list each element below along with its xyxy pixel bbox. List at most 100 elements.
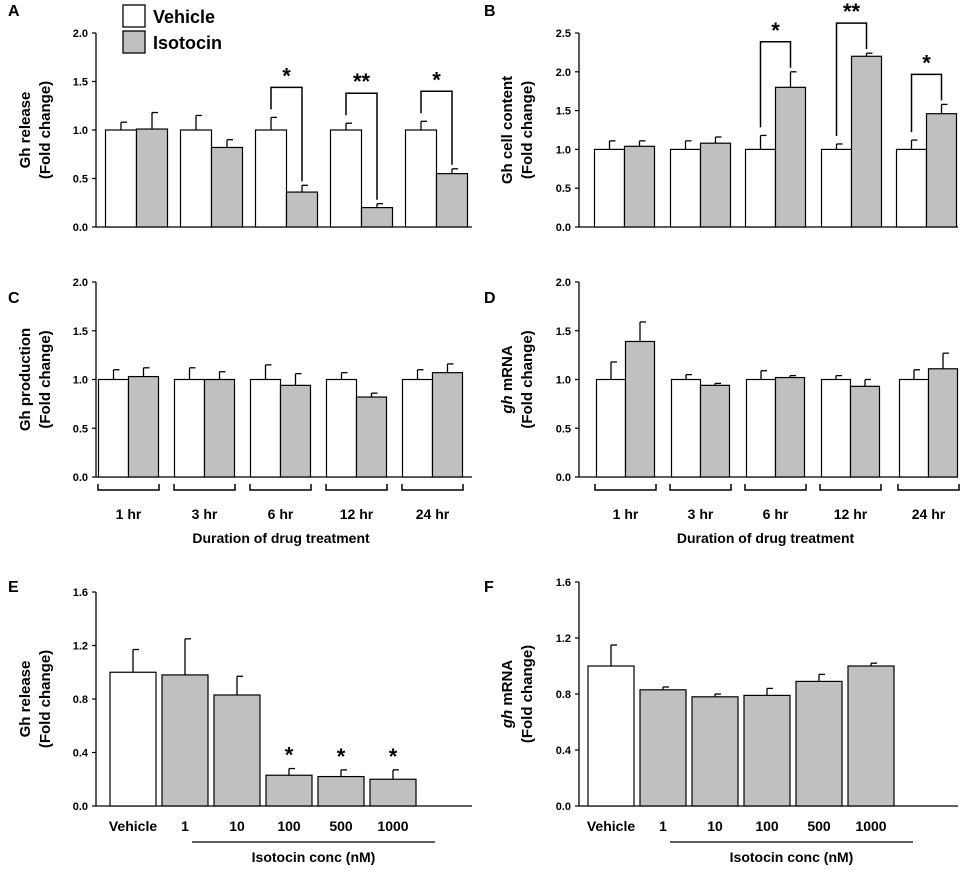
- y-tick-label-0-4: 0.4: [556, 745, 572, 757]
- legend-vehicle-swatch: [122, 4, 146, 28]
- y-tick-label-0-8: 0.8: [73, 694, 88, 706]
- bar-isotocin-12-hr: [850, 55, 883, 228]
- panel-f: F 0.0 0.4 0.8 1.2 1.6 gh mRNA (Fold change) Vehi…: [484, 577, 958, 865]
- y-axis-title: Gh release (Fold change): [17, 650, 54, 748]
- bar-vehicle-6-hr: [249, 378, 282, 478]
- y-tick-label-0-0: 0.0: [73, 801, 88, 813]
- panel-e-letter: E: [8, 579, 19, 596]
- y-tick-label-1-0: 1.0: [556, 375, 571, 387]
- significance-label-500: *: [337, 744, 346, 769]
- bar-1000: [369, 778, 417, 807]
- bar-isotocin-12-hr: [355, 396, 388, 478]
- y-tick-label-1-6: 1.6: [556, 577, 571, 589]
- bar-vehicle-24-hr: [898, 378, 930, 478]
- y-axis-title: gh mRNA (Fold change): [499, 330, 536, 428]
- y-tick-label-1-5: 1.5: [556, 326, 571, 338]
- category-label-24-hr: 24 hr: [912, 506, 946, 522]
- bar-10: [691, 696, 739, 807]
- category-label-1000: 1000: [377, 818, 408, 834]
- bar-isotocin-1-hr: [623, 145, 656, 228]
- category-label-3-hr: 3 hr: [192, 506, 218, 522]
- y-axis-title-rest: mRNA: [499, 345, 516, 395]
- y-tick-label-1-5: 1.5: [73, 326, 88, 338]
- category-label-3-hr: 3 hr: [688, 506, 714, 522]
- bar-vehicle-6-hr: [744, 148, 777, 228]
- y-tick-label-1-2: 1.2: [556, 633, 571, 645]
- category-label-vehicle: Vehicle: [109, 818, 157, 834]
- bar-isotocin-3-hr: [203, 378, 236, 478]
- y-tick-label-2-5: 2.5: [556, 28, 571, 40]
- bar-isotocin-24-hr: [435, 173, 469, 228]
- significance-bracket-24-hr: [420, 90, 453, 165]
- y-tick-label-0-0: 0.0: [73, 222, 88, 234]
- y-axis-title-line: (Fold change): [519, 645, 536, 743]
- category-label-500: 500: [807, 818, 831, 834]
- y-axis-title-line: (Fold change): [37, 650, 54, 748]
- category-label-10: 10: [229, 818, 245, 834]
- bar-vehicle-24-hr: [404, 129, 438, 228]
- category-bracket-24-hr: [897, 484, 960, 491]
- category-label-500: 500: [329, 818, 353, 834]
- bar-vehicle-12-hr: [820, 148, 853, 228]
- y-tick-label-1-2: 1.2: [73, 641, 88, 653]
- category-label-1-hr: 1 hr: [613, 506, 639, 522]
- bar-vehicle-1-hr: [595, 378, 627, 478]
- bar-vehicle-3-hr: [669, 148, 702, 228]
- legend-vehicle-label: Vehicle: [153, 7, 215, 27]
- y-tick-label-2-0: 2.0: [556, 67, 571, 79]
- significance-label-100: *: [285, 743, 294, 768]
- category-bracket-24-hr: [401, 484, 464, 491]
- y-tick-label-0-0: 0.0: [73, 472, 88, 484]
- y-axis-title-line: (Fold change): [519, 330, 536, 428]
- panel-c-letter: C: [8, 290, 20, 307]
- bar-500: [795, 680, 843, 807]
- category-label-12-hr: 12 hr: [834, 506, 868, 522]
- category-bracket-1-hr: [594, 484, 657, 491]
- category-label-1-hr: 1 hr: [116, 506, 142, 522]
- category-bracket-12-hr: [819, 484, 882, 491]
- bar-isotocin-3-hr: [699, 384, 731, 478]
- category-bracket-12-hr: [325, 484, 388, 491]
- y-tick-label-0-5: 0.5: [556, 423, 571, 435]
- y-tick-label-1-0: 1.0: [556, 144, 571, 156]
- bar-isotocin-6-hr: [279, 384, 312, 478]
- bar-isotocin-6-hr: [774, 86, 807, 228]
- y-axis-title-line: Gh release: [17, 92, 34, 169]
- y-axis-title-line: (Fold change): [37, 330, 54, 428]
- bar-100: [265, 774, 313, 807]
- y-axis-title: Gh release (Fold change): [17, 81, 54, 179]
- y-axis-title-line: gh mRNA: [499, 660, 516, 729]
- bar-vehicle: [109, 671, 157, 807]
- panel-d: D 0.0 0.5 1.0 1.5 2.0 gh mRNA (Fold change) 1 hr…: [484, 277, 960, 546]
- category-label-24-hr: 24 hr: [416, 506, 450, 522]
- category-bracket-6-hr: [249, 484, 312, 491]
- significance-bracket-12-hr: [345, 92, 378, 200]
- bar-1: [639, 689, 687, 807]
- y-axis-title-line: (Fold change): [519, 81, 536, 179]
- y-axis-title-line: (Fold change): [37, 81, 54, 179]
- bar-vehicle-6-hr: [745, 378, 777, 478]
- y-tick-label-0-8: 0.8: [556, 689, 571, 701]
- significance-bracket-6-hr: [759, 41, 792, 128]
- y-tick-label-1-0: 1.0: [73, 375, 88, 387]
- y-axis-title-line: Gh release: [17, 661, 34, 738]
- y-tick-label-0-0: 0.0: [556, 222, 571, 234]
- significance-label-1000: *: [389, 744, 398, 769]
- y-tick-label-2-0: 2.0: [73, 28, 88, 40]
- bar-500: [317, 775, 365, 807]
- bar-vehicle-12-hr: [820, 378, 852, 478]
- y-tick-label-0-0: 0.0: [556, 472, 571, 484]
- y-tick-label-0-5: 0.5: [556, 183, 571, 195]
- y-axis-title-line: gh mRNA: [499, 345, 516, 414]
- bar-vehicle-3-hr: [670, 378, 702, 478]
- x-axis-title: Duration of drug treatment: [677, 530, 855, 546]
- category-bracket-3-hr: [669, 484, 732, 491]
- category-bracket-6-hr: [744, 484, 807, 491]
- bar-100: [743, 694, 791, 807]
- panel-e: E 0.0 0.4 0.8 1.2 1.6 Gh release (Fold change) V…: [8, 579, 472, 865]
- bar-isotocin-12-hr: [360, 207, 394, 228]
- y-axis-title: Gh cell content (Fold change): [499, 76, 536, 184]
- bar-vehicle-24-hr: [895, 148, 928, 228]
- significance-label-6-hr: *: [771, 18, 780, 43]
